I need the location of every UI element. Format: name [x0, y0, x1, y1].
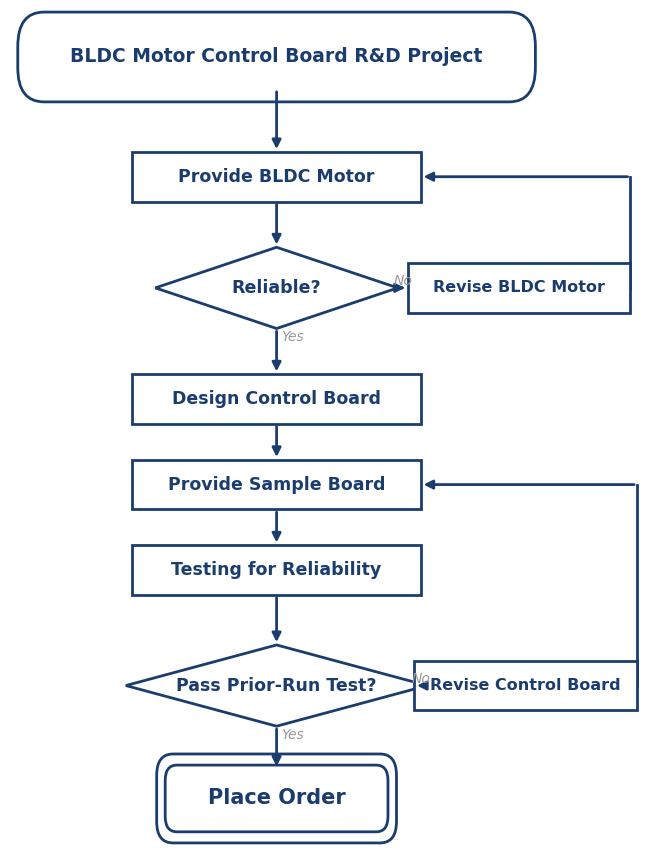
- Bar: [414, 661, 637, 710]
- Polygon shape: [155, 247, 398, 329]
- Text: No: No: [393, 274, 412, 288]
- Bar: [132, 152, 420, 202]
- FancyBboxPatch shape: [165, 765, 388, 831]
- Bar: [132, 546, 420, 595]
- Text: Place Order: Place Order: [208, 789, 345, 808]
- FancyBboxPatch shape: [157, 754, 397, 843]
- Text: Revise BLDC Motor: Revise BLDC Motor: [433, 281, 605, 295]
- Text: Yes: Yes: [282, 728, 305, 742]
- Text: Provide Sample Board: Provide Sample Board: [168, 475, 386, 493]
- Text: No: No: [411, 672, 430, 686]
- Bar: [132, 374, 420, 424]
- FancyBboxPatch shape: [18, 12, 536, 102]
- Text: BLDC Motor Control Board R&D Project: BLDC Motor Control Board R&D Project: [70, 47, 483, 66]
- Bar: [132, 460, 420, 510]
- Bar: [407, 263, 630, 312]
- Text: Design Control Board: Design Control Board: [172, 390, 381, 408]
- Text: Revise Control Board: Revise Control Board: [430, 678, 621, 693]
- Polygon shape: [126, 645, 427, 726]
- Text: Pass Prior-Run Test?: Pass Prior-Run Test?: [176, 677, 377, 695]
- Text: Reliable?: Reliable?: [232, 279, 321, 297]
- Text: Testing for Reliability: Testing for Reliability: [172, 561, 382, 579]
- Text: Provide BLDC Motor: Provide BLDC Motor: [178, 167, 375, 185]
- Text: Yes: Yes: [282, 329, 305, 344]
